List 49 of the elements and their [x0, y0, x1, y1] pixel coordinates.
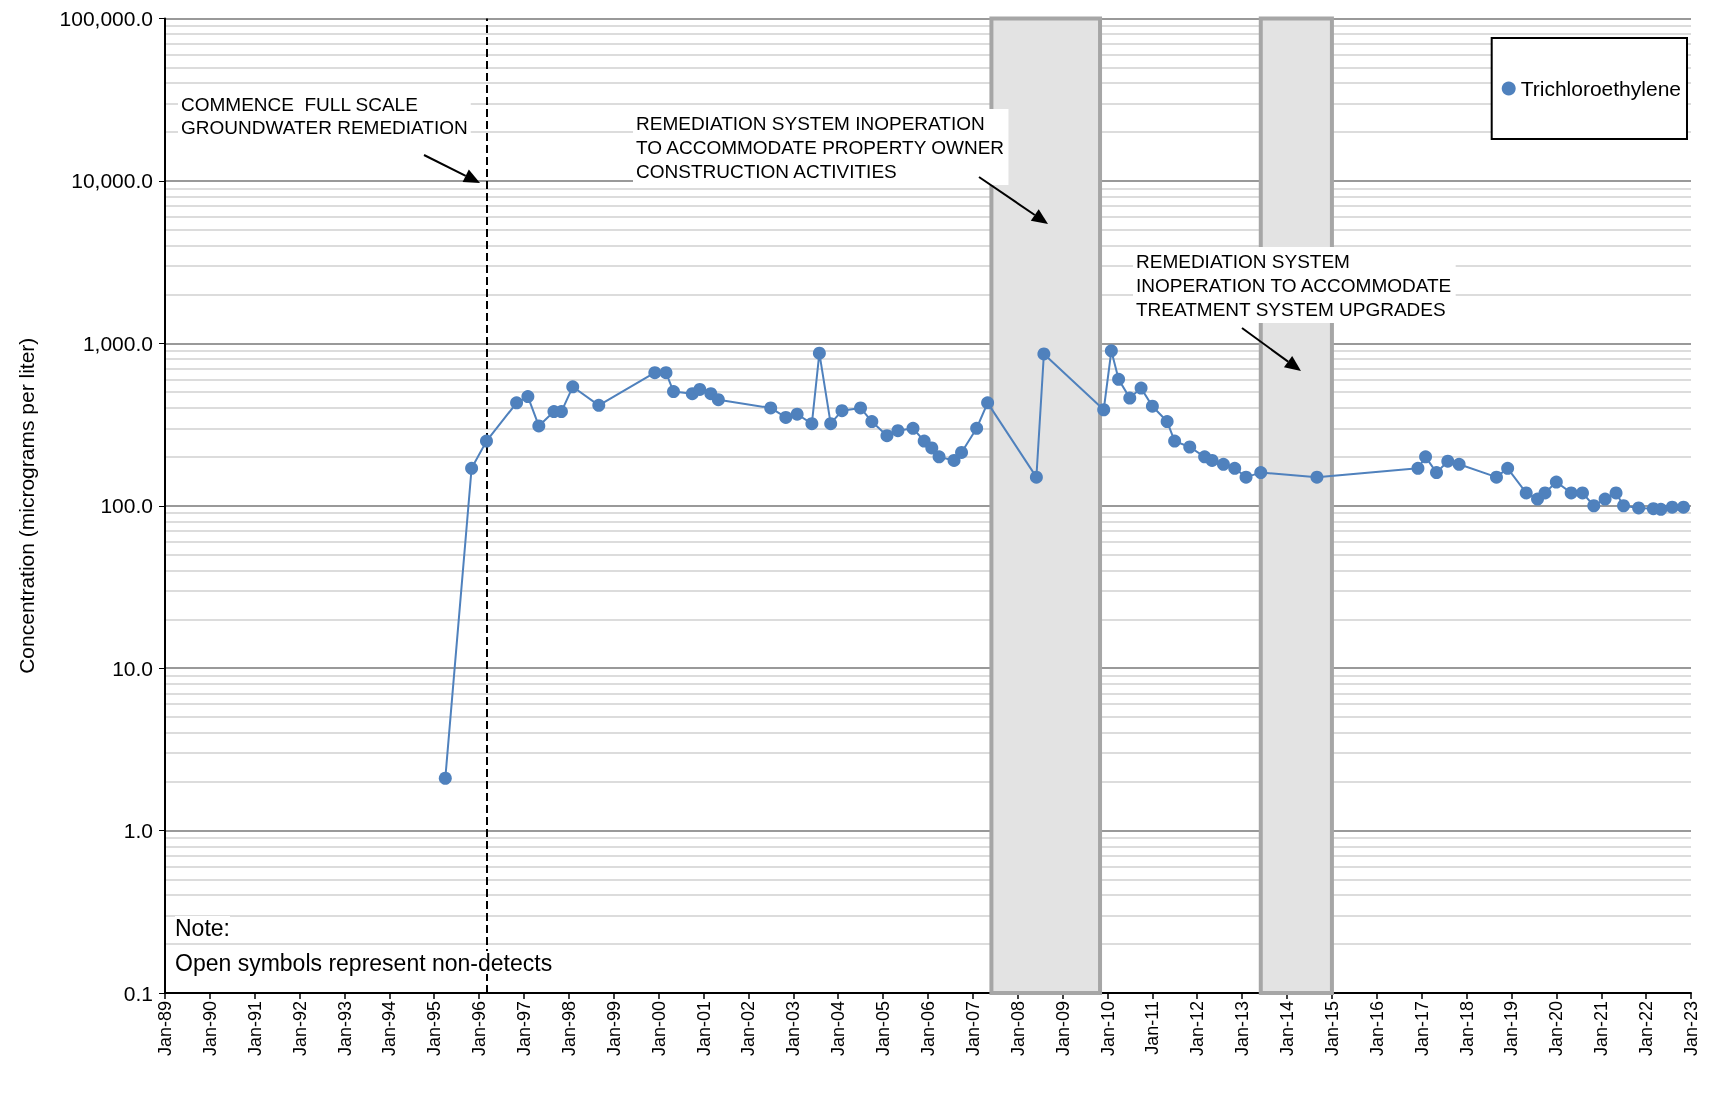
- x-tick-label: Jan-95: [424, 1001, 445, 1057]
- x-tick-label: Jan-04: [828, 1001, 849, 1057]
- y-tick-label: 10,000.0: [71, 169, 153, 193]
- x-tick-label: Jan-10: [1097, 1001, 1118, 1057]
- y-tick-label: 1.0: [123, 819, 153, 843]
- x-tick-label: Jan-21: [1591, 1001, 1612, 1057]
- band-label: REMEDIATION SYSTEM INOPERATION TO ACCOMMODATE PROPERTY OWNER CONSTRUCTION ACTIVITIES: [636, 112, 1005, 182]
- x-tick-label: Jan-00: [648, 1001, 669, 1057]
- y-tick-label: 10.0: [112, 656, 153, 680]
- x-tick-label: Jan-07: [962, 1001, 983, 1057]
- x-tick-label: Jan-91: [244, 1001, 265, 1057]
- x-tick-label: Jan-02: [738, 1001, 759, 1057]
- band-label: REMEDIATION SYSTEM INOPERATION TO ACCOMMODATE TREATMENT SYSTEM UPGRADES: [1136, 250, 1452, 320]
- legend-label: Trichloroethylene: [1520, 77, 1682, 100]
- x-tick-label: Jan-99: [603, 1001, 624, 1057]
- y-tick-label: 1,000.0: [82, 331, 153, 355]
- x-tick-label: Jan-92: [289, 1001, 310, 1057]
- x-tick-label: Jan-03: [783, 1001, 804, 1057]
- x-tick-label: Jan-93: [334, 1001, 355, 1057]
- x-tick-label: Jan-12: [1187, 1001, 1208, 1057]
- x-tick-label: Jan-90: [199, 1001, 220, 1057]
- x-tick-label: Jan-05: [873, 1001, 894, 1057]
- annotation: Note:: [175, 914, 230, 941]
- x-tick-label: Jan-06: [918, 1001, 938, 1057]
- y-tick-label: 100,000.0: [59, 7, 153, 30]
- x-tick-label: Jan-22: [1636, 1001, 1657, 1057]
- x-tick-label: Jan-98: [558, 1001, 579, 1057]
- x-tick-label: Jan-01: [693, 1001, 714, 1057]
- x-tick-label: Jan-17: [1411, 1001, 1432, 1057]
- y-tick-label: 100.0: [100, 494, 153, 518]
- x-tick-label: Jan-96: [469, 1001, 490, 1057]
- x-tick-label: Jan-94: [379, 1001, 400, 1057]
- x-tick-label: Jan-20: [1546, 1001, 1567, 1057]
- y-tick-label: 0.1: [123, 981, 153, 1005]
- x-tick-label: Jan-11: [1142, 1001, 1163, 1055]
- x-tick-label: Jan-18: [1456, 1001, 1477, 1057]
- x-tick-label: Jan-23: [1681, 1001, 1701, 1057]
- x-tick-label: Jan-97: [514, 1001, 535, 1057]
- x-tick-label: Jan-09: [1052, 1001, 1073, 1057]
- annotation: Open symbols represent non-detects: [175, 949, 553, 976]
- y-axis-title: Concentration (micrograms per liter): [15, 337, 38, 674]
- x-tick-label: Jan-15: [1321, 1001, 1342, 1057]
- x-tick-label: Jan-13: [1232, 1001, 1253, 1057]
- x-tick-label: Jan-89: [155, 1001, 175, 1057]
- x-tick-label: Jan-19: [1501, 1001, 1522, 1057]
- x-tick-label: Jan-16: [1366, 1001, 1387, 1057]
- x-tick-label: Jan-08: [1007, 1001, 1028, 1057]
- ref-line-label: COMMENCE FULL SCALE GROUNDWATER REMEDIATION: [181, 94, 468, 138]
- x-tick-label: Jan-14: [1277, 1001, 1298, 1057]
